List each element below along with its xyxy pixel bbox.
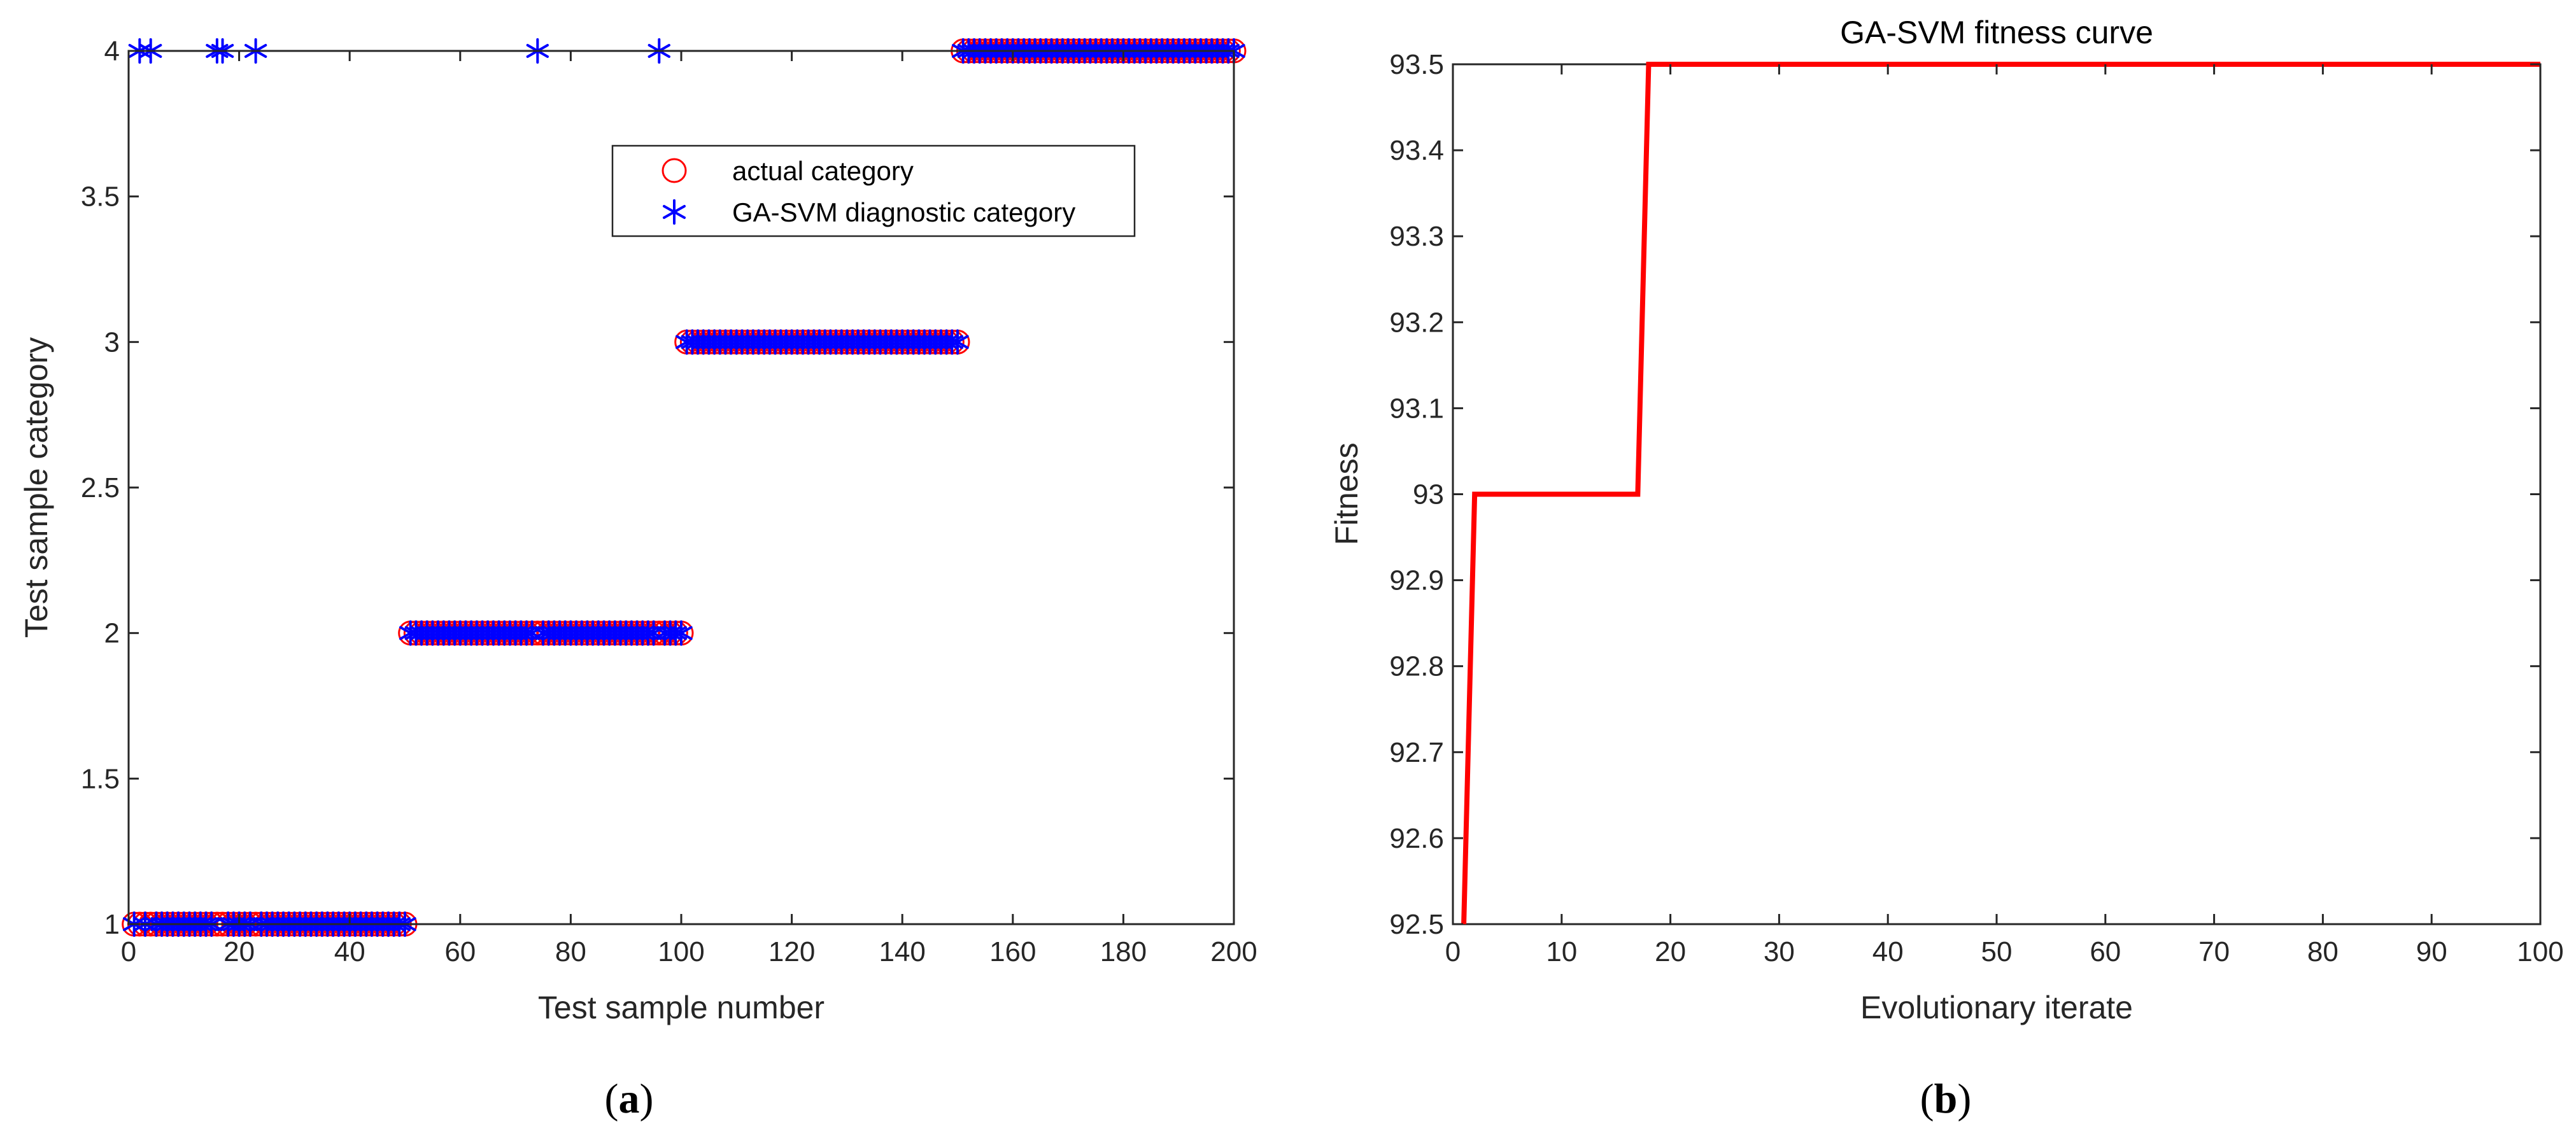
- panel-b-x-tick-label: 70: [2198, 936, 2230, 967]
- panel-a-y-tick-label: 1.5: [81, 763, 120, 794]
- panel-a-scatter-chart: 0 20 40 60 80 100 120 140 160 180 200 1 1.5 2 2.5 3 3.5…: [18, 36, 1257, 1025]
- legend-asterisk-marker-icon: [663, 199, 686, 225]
- panel-b-x-tick-label: 90: [2416, 936, 2447, 967]
- panel-a-x-axis: 0 20 40 60 80 100 120 140 160 180 200: [121, 51, 1257, 967]
- legend-entry-ga-svm-diagnostic-category: GA-SVM diagnostic category: [732, 197, 1075, 227]
- panel-b-x-tick-label: 80: [2307, 936, 2339, 967]
- panel-a-x-tick-label: 180: [1100, 936, 1147, 967]
- panel-b-y-tick-label: 93.4: [1389, 135, 1444, 166]
- panel-a-x-tick-label: 200: [1210, 936, 1257, 967]
- panel-b-title: GA-SVM fitness curve: [1840, 15, 2153, 50]
- panel-a-x-axis-label: Test sample number: [538, 990, 824, 1025]
- panel-b-x-tick-label: 30: [1764, 936, 1795, 967]
- panel-a-y-tick-label: 2: [104, 618, 120, 649]
- panel-b-x-tick-label: 0: [1445, 936, 1461, 967]
- panel-a-x-tick-label: 140: [879, 936, 925, 967]
- panel-a-x-tick-label: 80: [555, 936, 586, 967]
- panel-b-marks: [1461, 62, 2540, 925]
- panel-a-y-tick-label: 2.5: [81, 472, 120, 503]
- panel-a-caption-label: (a): [605, 1076, 654, 1122]
- panel-b-x-tick-label: 20: [1655, 936, 1686, 967]
- panel-b-y-axis-label: Fitness: [1329, 442, 1364, 545]
- panel-a-legend: actual category GA-SVM diagnostic catego…: [611, 144, 1136, 237]
- panel-b-y-tick-label: 92.6: [1389, 823, 1444, 854]
- panel-b-x-tick-label: 50: [1981, 936, 2013, 967]
- panel-b-y-tick-label: 93.2: [1389, 307, 1444, 338]
- panel-b-y-tick-label: 92.9: [1389, 565, 1444, 596]
- panel-a-x-tick-label: 0: [121, 936, 136, 967]
- panel-b-y-tick-label: 93.1: [1389, 393, 1444, 424]
- panel-a-y-tick-label: 4: [104, 36, 120, 67]
- panel-a-y-axis-label: Test sample category: [18, 337, 54, 638]
- panel-a-x-tick-label: 160: [989, 936, 1036, 967]
- panel-b-x-axis: 0 10 20 30 40 50 60 70 80 90 100: [1445, 64, 2564, 967]
- panel-a-y-tick-label: 3.5: [81, 181, 120, 213]
- panel-a-x-tick-label: 40: [334, 936, 365, 967]
- panel-a-y-axis: 1 1.5 2 2.5 3 3.5 4: [81, 36, 1234, 940]
- panel-b-y-tick-label: 92.8: [1389, 651, 1444, 682]
- diagnostic-category-point: [946, 329, 969, 355]
- panel-a-x-tick-label: 100: [658, 936, 704, 967]
- diagnostic-category-point: [670, 620, 693, 646]
- panel-b-x-tick-label: 60: [2090, 936, 2121, 967]
- panel-b-y-tick-label: 93: [1413, 479, 1444, 510]
- fitness-curve-line: [1461, 62, 2540, 925]
- panel-b-y-tick-label: 92.5: [1389, 909, 1444, 940]
- panel-b-y-tick-label: 93.5: [1389, 49, 1444, 80]
- panel-b-y-tick-label: 93.3: [1389, 221, 1444, 252]
- legend-box: [611, 144, 1136, 237]
- panel-a-y-tick-label: 1: [104, 909, 120, 940]
- panel-a-x-tick-label: 60: [444, 936, 476, 967]
- panel-b-x-axis-label: Evolutionary iterate: [1860, 990, 2133, 1025]
- panel-b-y-tick-label: 92.7: [1389, 737, 1444, 768]
- panel-b-caption-label: (b): [1920, 1076, 1972, 1122]
- panel-a-x-tick-label: 120: [768, 936, 815, 967]
- panel-b-line-chart: 0 10 20 30 40 50 60 70 80 90 100 92.592.692.792.89…: [1329, 15, 2564, 1025]
- legend-entry-actual-category: actual category: [732, 156, 914, 186]
- panel-b-y-axis: 92.5 92.6 92.7 92.8 92.9 93 93.1 93.2 93.3 93.4 93…: [1389, 49, 2540, 940]
- panel-a-y-tick-label: 3: [104, 327, 120, 358]
- panel-b-x-tick-label: 100: [2517, 936, 2563, 967]
- panel-a-x-tick-label: 20: [223, 936, 255, 967]
- panel-b-x-tick-label: 40: [1872, 936, 1904, 967]
- legend-circle-marker-icon: [662, 158, 687, 183]
- panel-b-x-tick-label: 10: [1546, 936, 1577, 967]
